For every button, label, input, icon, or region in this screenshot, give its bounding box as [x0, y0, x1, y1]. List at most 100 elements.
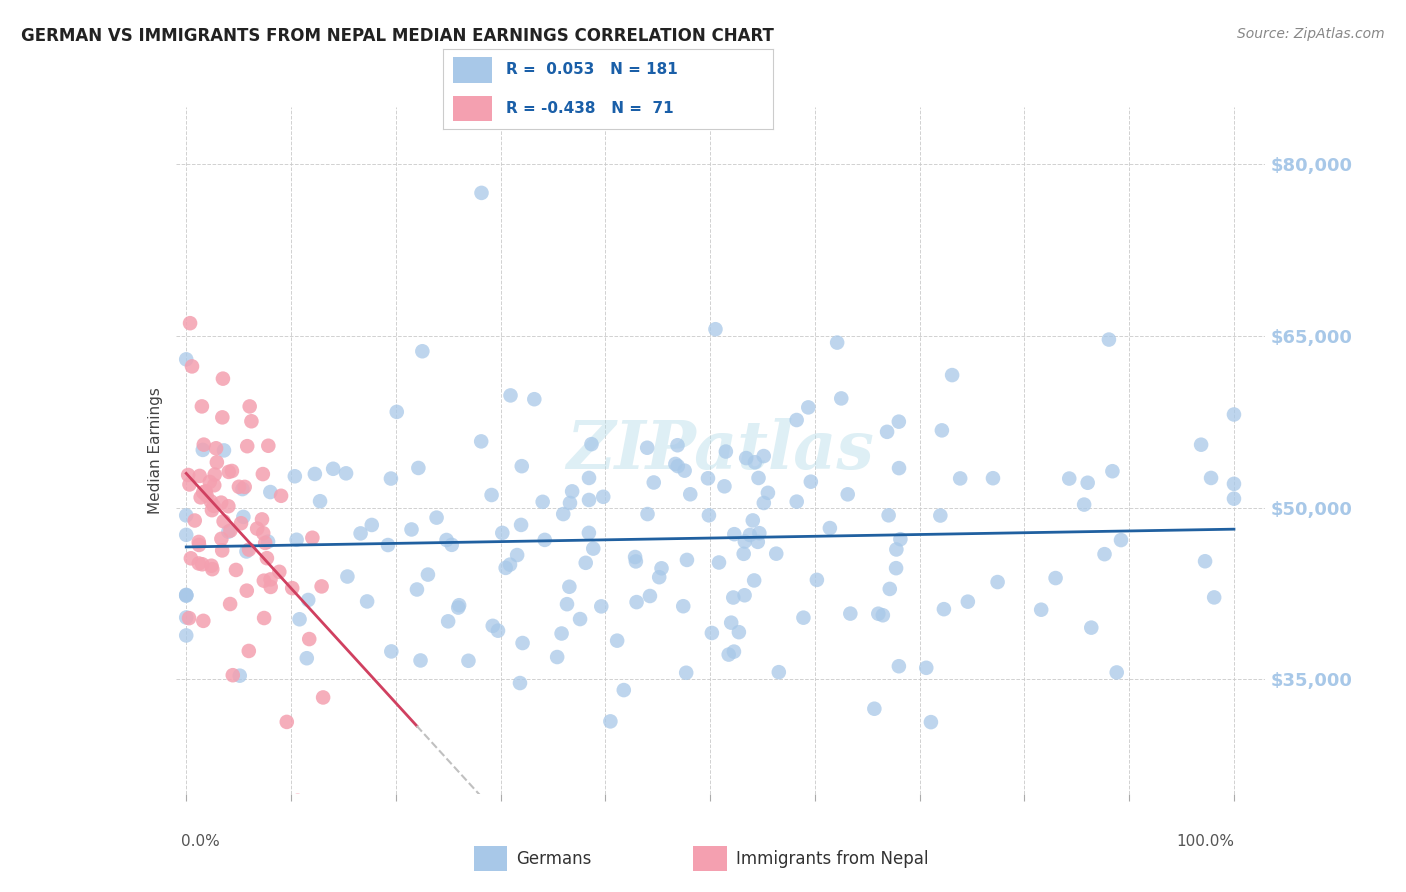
- Point: [218, 465, 240, 479]
- Point: [470, 186, 492, 200]
- Point: [1199, 471, 1222, 485]
- Text: 0.0%: 0.0%: [181, 834, 219, 849]
- Point: [356, 594, 378, 608]
- Point: [174, 628, 197, 642]
- Point: [830, 392, 852, 406]
- Point: [236, 439, 259, 453]
- Text: Germans: Germans: [516, 849, 592, 868]
- Point: [219, 524, 242, 538]
- Point: [195, 489, 218, 503]
- Point: [252, 526, 274, 541]
- Point: [229, 668, 252, 682]
- Point: [200, 558, 222, 573]
- Point: [174, 588, 197, 602]
- Point: [229, 516, 252, 531]
- Point: [741, 513, 763, 527]
- Point: [436, 533, 458, 547]
- Point: [800, 475, 823, 489]
- Point: [335, 467, 357, 481]
- Point: [240, 414, 263, 428]
- Point: [257, 439, 280, 453]
- Point: [1101, 464, 1123, 478]
- Point: [1204, 591, 1226, 605]
- Point: [322, 462, 344, 476]
- Point: [555, 597, 578, 611]
- Point: [260, 580, 283, 594]
- Point: [238, 542, 260, 557]
- Point: [481, 619, 503, 633]
- Point: [714, 444, 737, 458]
- Point: [253, 574, 276, 588]
- Point: [931, 423, 953, 437]
- Point: [728, 625, 751, 640]
- Point: [1189, 438, 1212, 452]
- Point: [211, 410, 233, 425]
- Bar: [474, 847, 508, 871]
- Point: [211, 543, 233, 558]
- Point: [637, 507, 659, 521]
- Point: [447, 600, 470, 615]
- Point: [599, 714, 621, 729]
- Point: [879, 582, 901, 596]
- Point: [198, 475, 221, 489]
- Point: [558, 496, 581, 510]
- Point: [491, 525, 513, 540]
- Point: [561, 484, 583, 499]
- Point: [558, 580, 581, 594]
- Point: [664, 457, 686, 471]
- Text: GERMAN VS IMMIGRANTS FROM NEPAL MEDIAN EARNINGS CORRELATION CHART: GERMAN VS IMMIGRANTS FROM NEPAL MEDIAN E…: [21, 27, 773, 45]
- Point: [797, 401, 820, 415]
- Text: ZIPatlas: ZIPatlas: [567, 418, 875, 483]
- Point: [311, 579, 333, 593]
- Point: [786, 413, 808, 427]
- Point: [193, 485, 215, 500]
- Point: [281, 581, 304, 595]
- Point: [232, 509, 254, 524]
- Point: [512, 636, 534, 650]
- Point: [1223, 491, 1246, 506]
- Point: [704, 322, 727, 336]
- Point: [697, 471, 720, 485]
- Point: [481, 488, 503, 502]
- Point: [868, 607, 890, 621]
- Point: [174, 588, 197, 602]
- Point: [748, 526, 770, 541]
- Point: [673, 464, 696, 478]
- Point: [510, 517, 533, 532]
- Point: [256, 551, 278, 566]
- Point: [486, 624, 509, 638]
- Point: [288, 612, 311, 626]
- Point: [209, 495, 232, 509]
- Point: [818, 521, 841, 535]
- Point: [546, 650, 568, 665]
- Point: [426, 510, 449, 524]
- Point: [624, 554, 647, 568]
- Point: [276, 714, 298, 729]
- Point: [221, 464, 243, 478]
- Point: [298, 632, 321, 646]
- Point: [209, 532, 232, 546]
- Point: [1073, 498, 1095, 512]
- Text: R = -0.438   N =  71: R = -0.438 N = 71: [506, 101, 673, 116]
- Point: [201, 503, 224, 517]
- Point: [1045, 571, 1067, 585]
- Point: [287, 794, 309, 808]
- Bar: [693, 847, 727, 871]
- Point: [676, 553, 699, 567]
- Point: [174, 508, 197, 523]
- Point: [1057, 471, 1080, 485]
- Point: [884, 561, 907, 575]
- Point: [723, 527, 745, 541]
- Point: [666, 438, 689, 452]
- Point: [174, 352, 197, 367]
- Point: [309, 494, 332, 508]
- Point: [259, 573, 281, 587]
- Point: [806, 573, 828, 587]
- Point: [301, 531, 323, 545]
- Point: [457, 654, 479, 668]
- Point: [1094, 547, 1116, 561]
- Point: [717, 648, 740, 662]
- Text: 100.0%: 100.0%: [1175, 834, 1234, 849]
- Point: [932, 602, 955, 616]
- Point: [747, 471, 769, 485]
